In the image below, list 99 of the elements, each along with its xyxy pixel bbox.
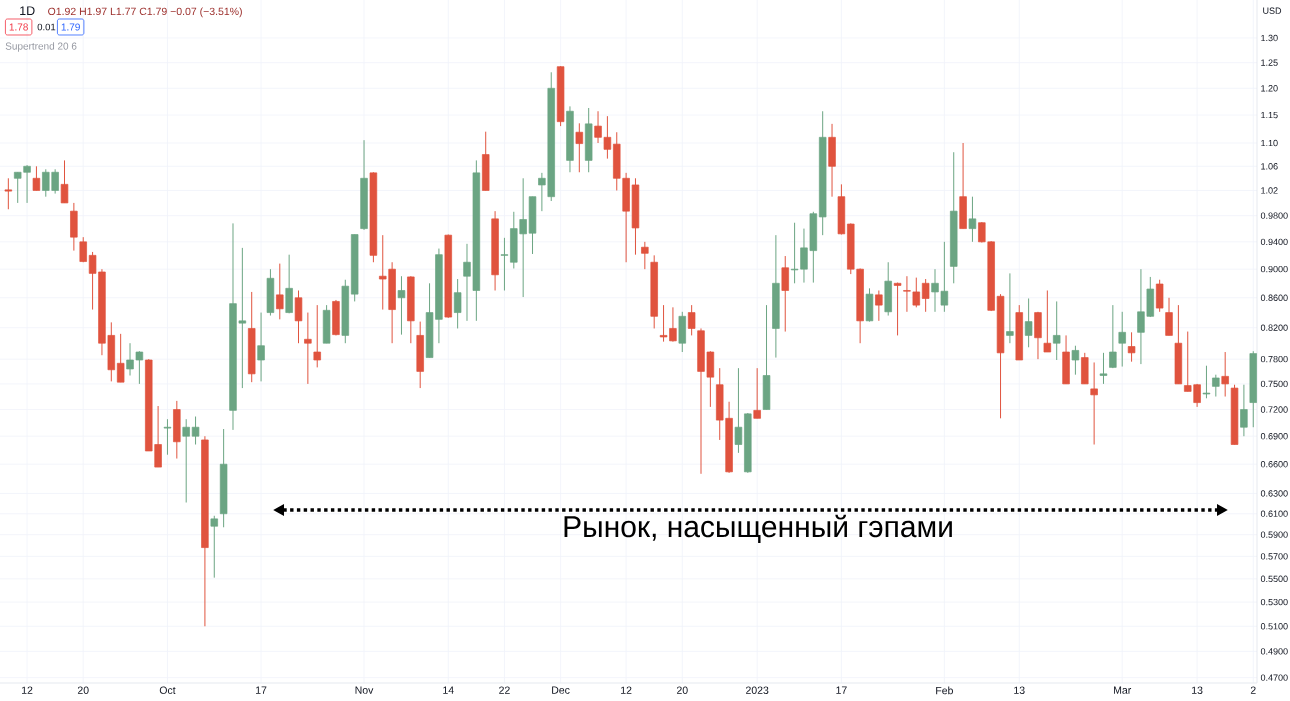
x-tick-label: 2	[1250, 686, 1256, 694]
candlestick	[116, 333, 125, 383]
y-tick-label: 0.7200	[1260, 406, 1288, 413]
x-tick-label: Oct	[159, 686, 176, 694]
y-tick-label: 0.6900	[1260, 433, 1288, 440]
x-tick-label: 20	[77, 686, 89, 694]
candlestick	[687, 304, 696, 336]
candlestick	[1090, 361, 1098, 446]
x-tick-label: Mar	[1114, 686, 1132, 694]
y-tick-label: 0.9800	[1260, 212, 1288, 219]
candlestick	[1109, 304, 1117, 369]
candlestick	[182, 418, 190, 503]
y-tick-label: 0.8200	[1260, 324, 1288, 331]
candlestick	[893, 282, 902, 336]
candlestick	[1006, 272, 1014, 344]
chart-title: 1D	[20, 6, 35, 15]
y-tick-label: 0.5300	[1260, 598, 1288, 606]
x-tick-label: 14	[443, 686, 454, 694]
text: O1.92 H1.97 L1.77 C1.79 −0.07 (−3.51%)	[48, 7, 242, 18]
candlestick	[1127, 331, 1136, 363]
candlestick	[903, 275, 911, 313]
y-tick-label: 0.5700	[1260, 553, 1288, 560]
candlestick	[1071, 345, 1080, 376]
candlestick	[1202, 365, 1211, 399]
candlestick	[191, 416, 200, 446]
x-tick-label: 12	[22, 686, 33, 694]
y-axis-title: USD	[1263, 7, 1282, 14]
y-tick-label: 0.6300	[1260, 490, 1288, 497]
candlestick	[921, 278, 930, 313]
candlestick	[60, 159, 69, 204]
y-tick-label: 1.02	[1261, 187, 1278, 194]
x-tick-label: Feb	[936, 686, 953, 695]
candlestick	[968, 196, 977, 243]
y-tick-label: 1.25	[1261, 59, 1278, 66]
annotation: 1.78	[9, 23, 28, 31]
annotation: Supertrend 20 6	[5, 42, 77, 52]
y-tick-label: 1.06	[1261, 163, 1278, 170]
x-tick-label: 17	[836, 686, 847, 694]
candlestick	[313, 304, 321, 368]
candlestick	[13, 171, 22, 204]
candlestick	[453, 278, 462, 329]
candlestick	[397, 275, 406, 336]
annotation: 0.01	[37, 23, 56, 31]
y-tick-label: 1.20	[1261, 85, 1278, 92]
candlestick	[1118, 311, 1126, 368]
y-tick-label: 0.5100	[1260, 623, 1288, 630]
candlestick	[912, 277, 921, 308]
candlestick	[1024, 298, 1033, 348]
candlestick	[163, 418, 172, 456]
candlestick	[641, 241, 649, 270]
x-tick-label: 2023	[746, 686, 769, 694]
candlestick	[1099, 352, 1108, 385]
y-tick-label: 0.5500	[1260, 575, 1288, 582]
y-tick-label: 0.9400	[1260, 238, 1288, 246]
y-tick-label: 0.4900	[1260, 648, 1288, 655]
candlestick	[4, 177, 13, 210]
candlestick	[734, 367, 743, 454]
candlestick	[294, 290, 303, 344]
candlestick	[1043, 290, 1052, 353]
y-tick-label: 0.6600	[1260, 461, 1288, 468]
x-tick-label: 20	[676, 686, 688, 694]
candlestick	[1221, 351, 1229, 398]
candlestick	[875, 290, 883, 322]
y-tick-label: 1.10	[1261, 139, 1278, 147]
y-tick-label: 1.15	[1261, 111, 1278, 119]
candlestick	[79, 236, 87, 263]
candlestick	[257, 312, 265, 382]
x-tick-label: Nov	[355, 686, 374, 694]
candlestick	[500, 237, 509, 291]
x-tick-label: 13	[1192, 686, 1203, 694]
y-tick-label: 0.4700	[1260, 674, 1288, 681]
candlestick	[978, 221, 986, 243]
candlestick	[575, 122, 584, 173]
y-tick-label: 1.30	[1261, 34, 1278, 42]
candlestick	[1240, 384, 1248, 437]
x-tick-label: 12	[621, 686, 632, 694]
y-tick-label: 0.8600	[1260, 294, 1288, 301]
y-tick-label: 0.7500	[1260, 380, 1288, 388]
candlestick	[781, 255, 789, 333]
candlestick	[1052, 300, 1061, 361]
y-tick-label: 0.6100	[1260, 510, 1288, 517]
x-tick-label: Dec	[552, 686, 570, 694]
y-tick-label: 0.5900	[1260, 531, 1288, 538]
y-tick-label: 0.9000	[1260, 265, 1288, 273]
candlestick	[23, 164, 31, 204]
candlestick	[1212, 374, 1220, 398]
y-tick-label: 0.7800	[1260, 355, 1288, 363]
candlestick	[304, 312, 312, 385]
x-tick-label: 17	[256, 686, 267, 694]
candlestick	[210, 515, 218, 579]
candlestick	[32, 165, 41, 191]
candlestick	[790, 222, 799, 284]
x-tick-label: 22	[499, 686, 510, 694]
candlestick	[753, 367, 761, 419]
annotation: Рынок, насыщенный гэпами	[564, 514, 952, 543]
x-tick-label: 13	[1014, 686, 1025, 694]
candlestick	[276, 263, 284, 320]
annotation: 1.79	[61, 23, 80, 31]
candlestick	[1165, 297, 1173, 336]
